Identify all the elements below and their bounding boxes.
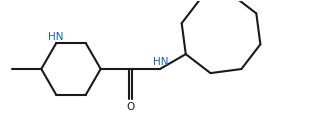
Text: O: O: [126, 102, 134, 112]
Text: HN: HN: [153, 57, 169, 67]
Text: HN: HN: [48, 32, 64, 42]
